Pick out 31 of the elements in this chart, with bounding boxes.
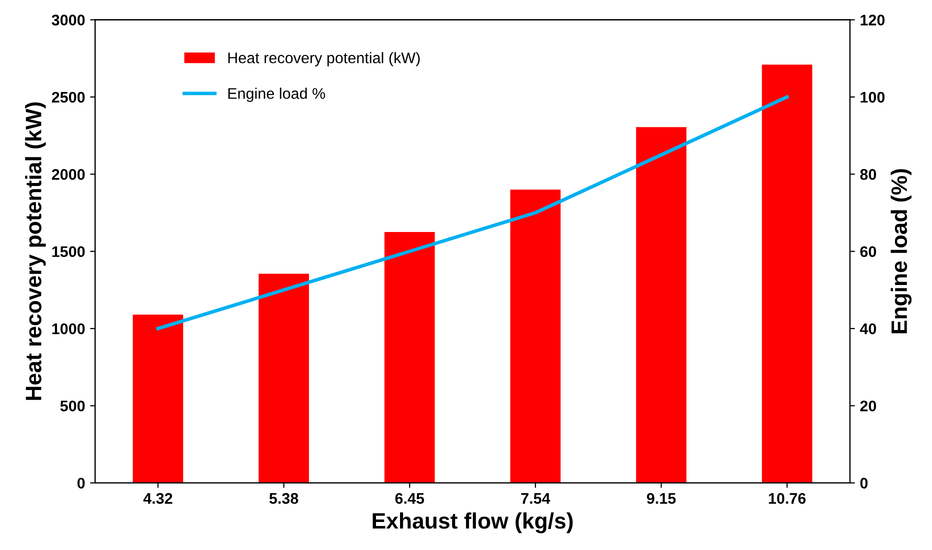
y-tick-label: 1500 — [52, 246, 85, 258]
x-tick-label: 5.38 — [269, 493, 298, 504]
y2-tick-label: 60 — [860, 246, 876, 258]
bar — [636, 127, 686, 483]
y-tick-label: 2000 — [52, 169, 85, 180]
y2-tick-label: 0 — [860, 478, 868, 489]
bar — [258, 274, 309, 483]
x-tick-label: 7.54 — [521, 493, 550, 504]
y-tick-label: 3000 — [52, 14, 85, 26]
y2-tick-label: 100 — [860, 92, 885, 103]
x-tick-label: 6.45 — [395, 493, 424, 504]
y-tick-label: 2500 — [52, 92, 85, 103]
bar — [132, 314, 184, 483]
bar — [510, 190, 561, 483]
y2-tick-label: 40 — [860, 323, 876, 334]
y-tick-label: 1000 — [52, 323, 85, 334]
y-axis-title: Heat recovery potential (kW) — [25, 102, 46, 400]
x-axis-title: Exhaust flow (kg/s) — [372, 512, 573, 534]
legend-label: Engine load % — [228, 88, 326, 102]
legend-label: Heat recovery potential (kW) — [228, 52, 420, 66]
y-tick-label: 0 — [77, 478, 85, 489]
bar — [762, 64, 812, 483]
x-tick-label: 9.15 — [646, 493, 676, 504]
y2-tick-label: 20 — [860, 400, 876, 412]
y2-axis-title: Engine load (%) — [890, 169, 912, 334]
y2-tick-label: 80 — [860, 169, 876, 180]
y-tick-label: 500 — [60, 400, 85, 412]
x-tick-label: 4.32 — [143, 493, 172, 504]
bar — [384, 232, 435, 483]
y2-tick-label: 120 — [860, 14, 885, 26]
x-tick-label: 10.76 — [768, 493, 806, 504]
